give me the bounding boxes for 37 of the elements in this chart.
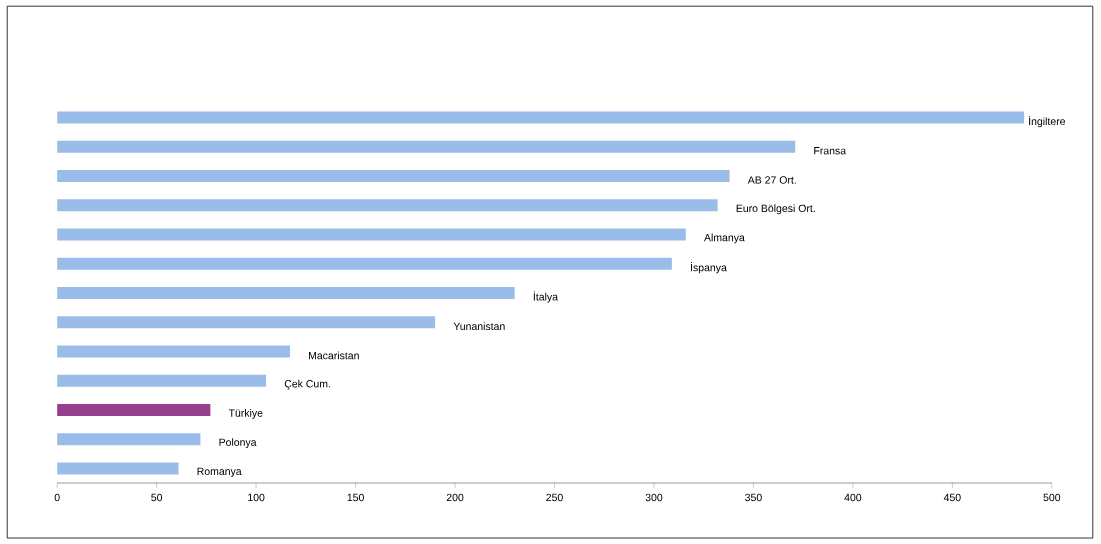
bar [57, 403, 211, 416]
y-tick-label: Macaristan [308, 351, 359, 360]
y-tick-label: Fransa [814, 147, 847, 155]
y-tick-label: AB 27 Ort. [747, 176, 796, 184]
bar [57, 228, 686, 241]
bar [57, 257, 672, 270]
bar [57, 169, 730, 182]
x-tick-label: 100 [248, 493, 265, 502]
y-tick-label: Euro Bölgesi Ort. [736, 204, 815, 215]
x-tick-label: 400 [844, 493, 862, 502]
x-tick-label: 500 [1043, 493, 1061, 502]
y-tick-label: İtalya [533, 291, 559, 303]
bar [57, 462, 179, 475]
x-tick-label: 300 [645, 493, 663, 502]
y-tick-label: İspanya [691, 261, 727, 274]
bar [57, 374, 267, 387]
y-tick-label: Almanya [704, 233, 745, 244]
bar [57, 286, 515, 299]
y-tick-label: Polonya [219, 438, 257, 448]
x-tick-label: 0 [54, 493, 60, 502]
y-tick-label: Yunanistan [453, 322, 505, 330]
y-tick-label: Çek Cum. [284, 379, 330, 390]
y-tick-label: Romanya [197, 467, 242, 477]
x-tick-label: 50 [151, 493, 163, 502]
bar [57, 199, 718, 212]
y-tick-label: Türkiye [228, 408, 263, 419]
x-tick-label: 250 [546, 493, 563, 502]
bar [57, 433, 201, 446]
bar [57, 140, 796, 153]
y-tick-label: İngiltere [1029, 115, 1066, 128]
x-tick-label: 450 [943, 493, 961, 502]
bar [57, 111, 1024, 124]
x-tick-label: 350 [745, 493, 762, 502]
x-tick-label: 150 [347, 493, 364, 502]
x-tick-label: 200 [446, 493, 464, 502]
bar [57, 316, 436, 329]
bar [57, 345, 290, 358]
